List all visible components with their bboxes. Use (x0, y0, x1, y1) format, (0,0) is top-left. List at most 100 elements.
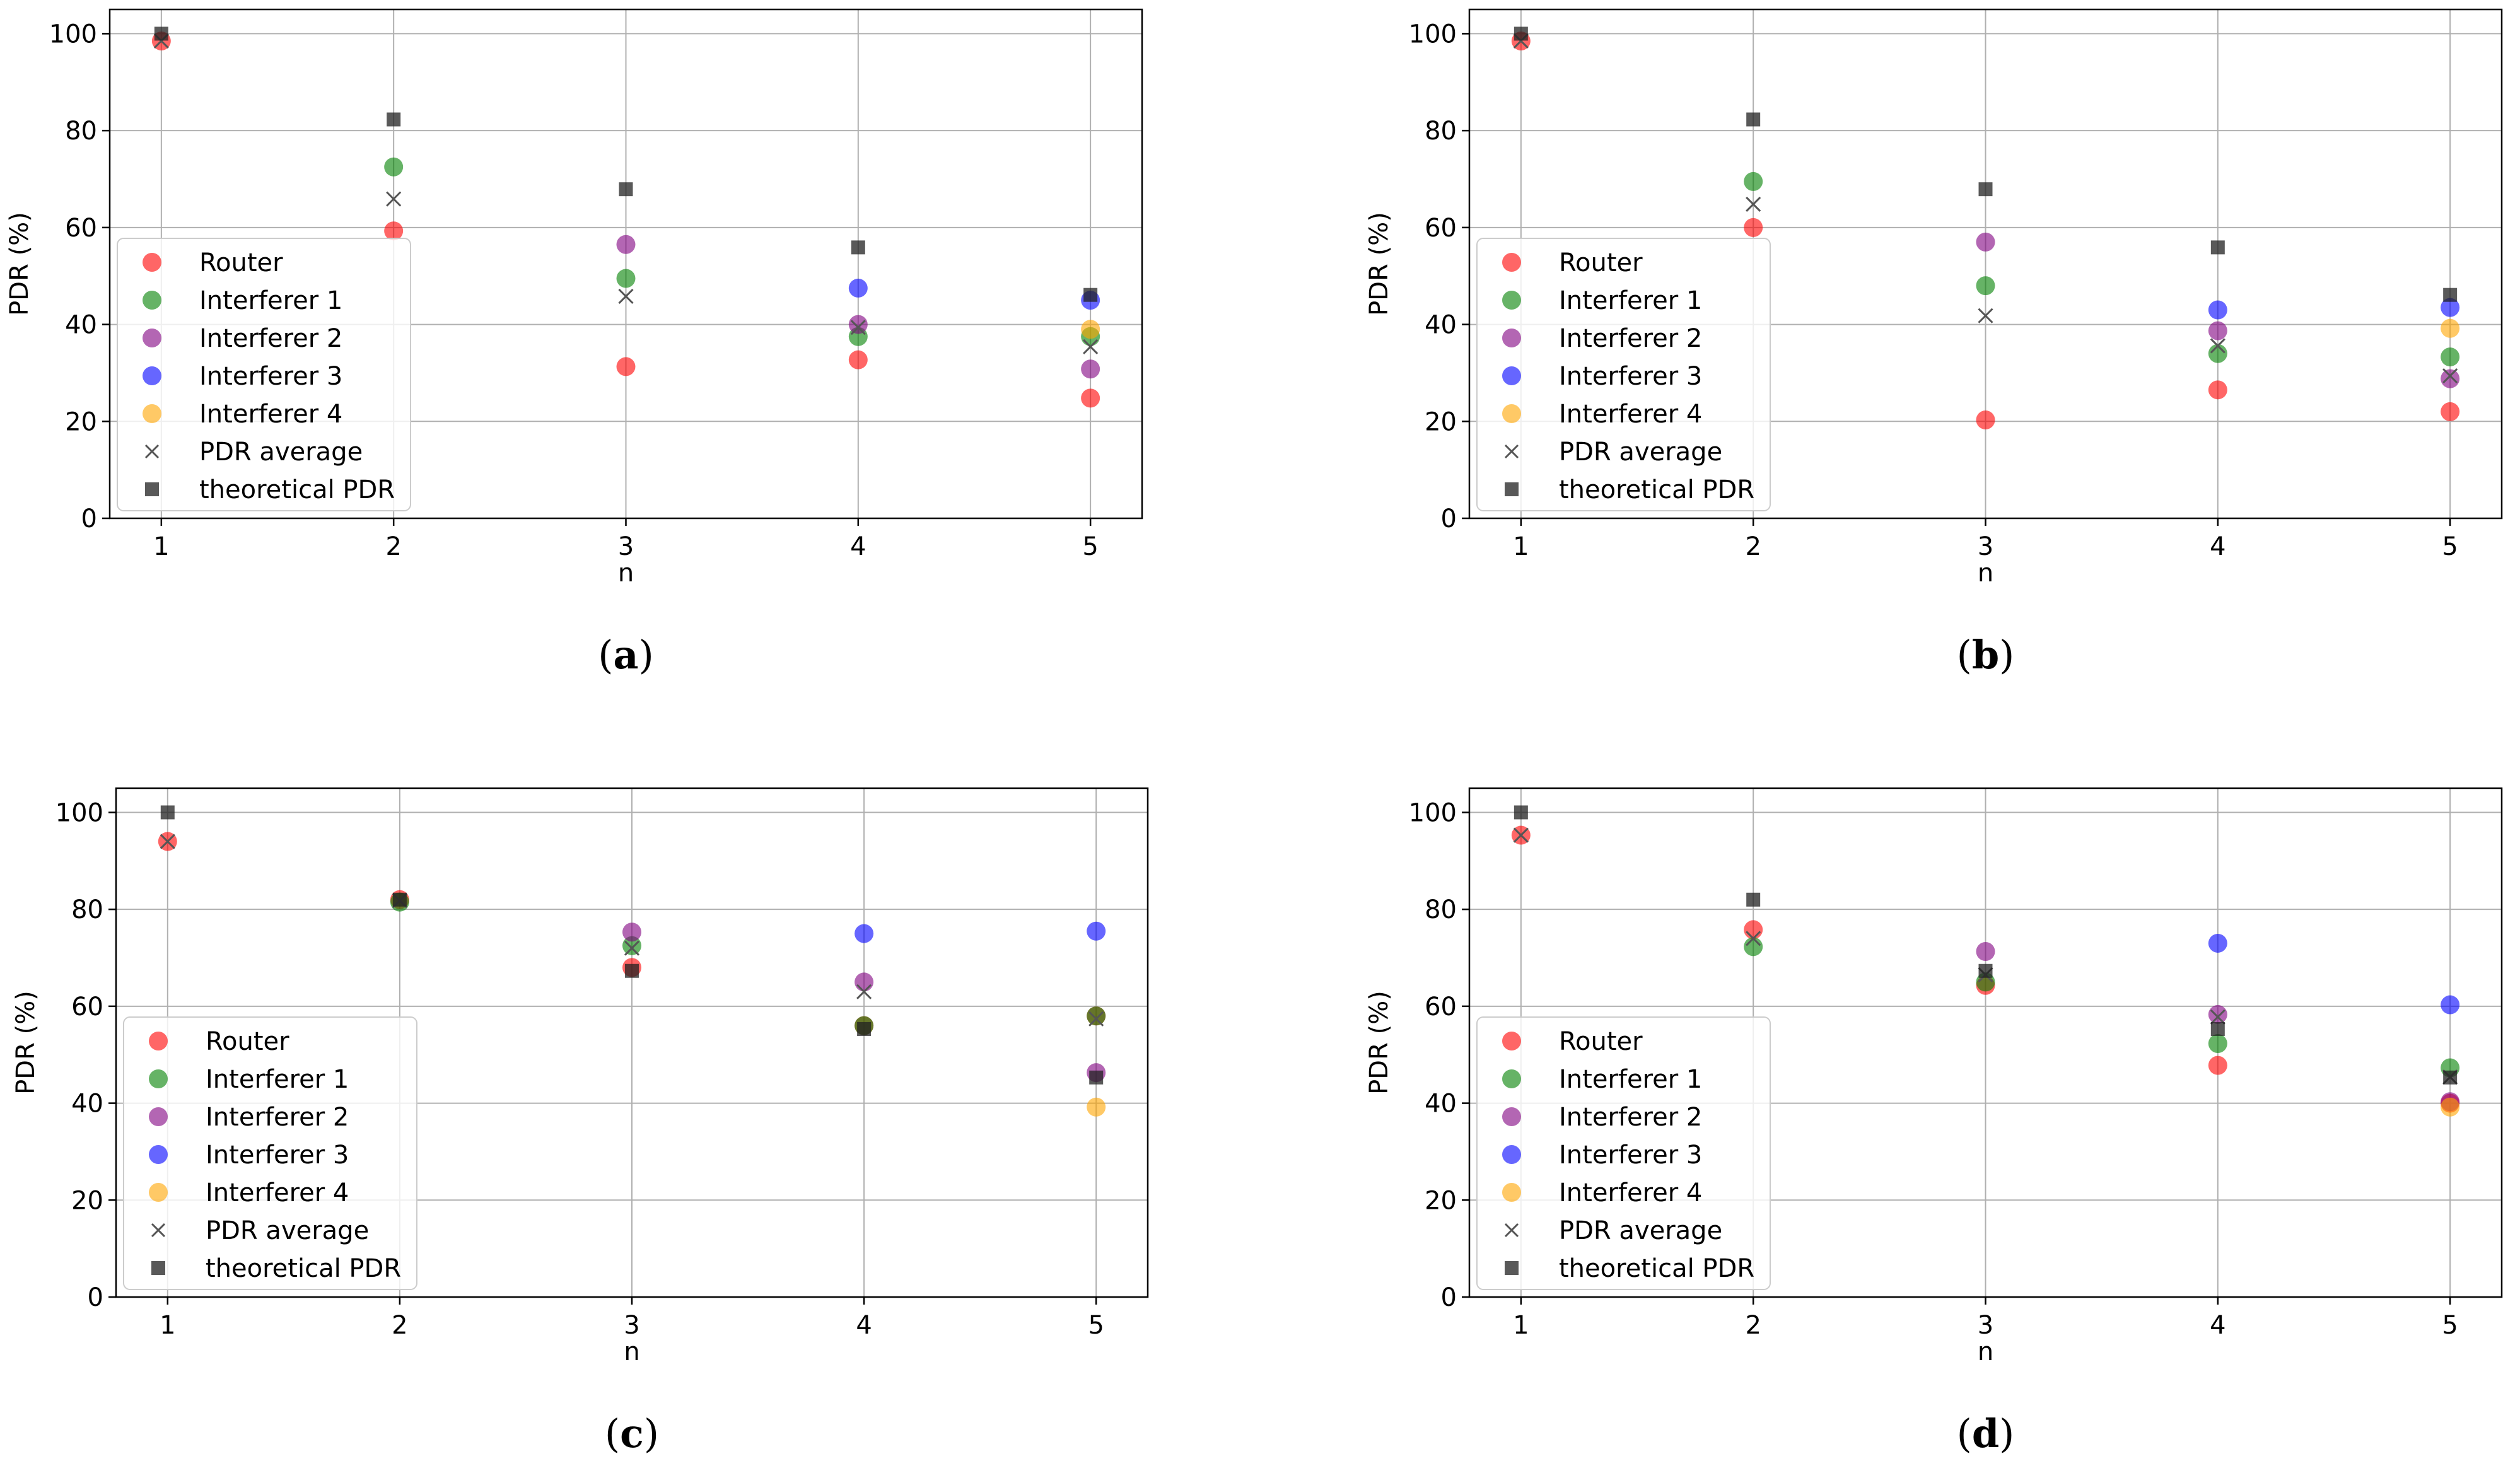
interferer-2-point (622, 922, 641, 942)
caption-paren-open: ( (1957, 1411, 1972, 1457)
chart-panel-a: 0 20 40 60 80 100 1 2 3 4 5 n PDR (%) Router Interfere… (5, 8, 1143, 678)
legend-label: PDR average (199, 438, 363, 467)
legend-marker-router (1502, 1032, 1521, 1050)
interferer-3-point (855, 924, 874, 943)
interferer-4-point (2441, 318, 2460, 338)
y-tick-label: 40 (65, 311, 97, 340)
y-tick-label: 60 (1425, 992, 1457, 1021)
router-point (1081, 388, 1100, 408)
legend-marker-theoretical-pdr (1505, 1261, 1519, 1275)
pdr-average-point-stroke (160, 834, 175, 849)
x-tick-label: 2 (1745, 1311, 1761, 1340)
legend-label: Interferer 1 (1559, 286, 1702, 315)
x-tick-label: 3 (624, 1311, 639, 1340)
x-tick-label: 5 (1088, 1311, 1104, 1340)
pdr-average-point-stroke (624, 940, 640, 956)
x-axis-label: n (618, 559, 634, 588)
caption-paren-open: ( (598, 632, 613, 678)
theoretical-pdr-point (1514, 26, 1528, 41)
theoretical-pdr-point (2443, 1070, 2458, 1085)
plot-frame (1468, 787, 2503, 1298)
legend-marker-interferer-2 (1502, 1107, 1521, 1126)
interferer-1-point (1744, 937, 1763, 957)
caption-paren-close: ) (1999, 632, 2014, 678)
pdr-average-point-stroke (1746, 196, 1761, 212)
router-point (1744, 218, 1763, 237)
x-tick-label: 4 (2210, 1311, 2225, 1340)
legend-marker-interferer-2 (149, 1107, 168, 1126)
y-tick-label: 60 (71, 992, 103, 1021)
x-tick-label: 4 (850, 532, 866, 561)
theoretical-pdr-point (619, 182, 633, 197)
interferer-3-point (2208, 933, 2227, 953)
legend-label: theoretical PDR (1559, 1254, 1754, 1283)
chart-panel-c: 0 20 40 60 80 100 1 2 3 4 5 n PDR (%) Router Interfere… (11, 787, 1149, 1457)
panel-caption: (d) (1957, 1411, 2015, 1457)
y-tick-label: 0 (88, 1283, 103, 1312)
interferer-2-point (1976, 232, 1995, 252)
y-tick-label: 100 (55, 798, 103, 827)
legend-box (1476, 1016, 1771, 1290)
legend-label: Interferer 3 (1559, 362, 1702, 391)
router-point (848, 350, 868, 370)
legend-label: theoretical PDR (206, 1254, 401, 1283)
x-tick-label: 1 (1513, 1311, 1529, 1340)
interferer-3-point (2441, 995, 2460, 1015)
legend-marker-stroke (151, 1223, 166, 1238)
y-tick-label: 80 (65, 117, 97, 146)
theoretical-pdr-point (1514, 805, 1528, 820)
pdr-average-point (386, 191, 402, 207)
legend-marker-stroke (144, 444, 160, 459)
pdr-average-point (2210, 1009, 2225, 1025)
pdr-average-point (1083, 339, 1099, 354)
pdr-average-point-stroke (856, 984, 872, 999)
caption-letter: c (620, 1411, 644, 1457)
pdr-average-point-stroke (618, 288, 634, 305)
pdr-average-point (1746, 196, 1761, 212)
y-tick-label: 20 (1425, 407, 1457, 436)
interferer-4-point (1087, 1097, 1106, 1117)
legend-marker-interferer-3 (143, 366, 161, 385)
theoretical-pdr-point (2210, 1021, 2225, 1036)
legend-label: Interferer 2 (1559, 1103, 1702, 1132)
theoretical-pdr-point (1746, 112, 1761, 127)
legend-label: Router (206, 1027, 289, 1056)
pdr-average-point-stroke (850, 320, 866, 335)
legend-marker-theoretical-pdr (1505, 482, 1519, 496)
y-tick-label: 40 (1425, 1090, 1457, 1119)
legend-label: Router (1559, 248, 1643, 277)
y-tick-label: 80 (71, 895, 103, 924)
x-axis-label: n (1978, 559, 1993, 588)
pdr-average-point (2442, 368, 2458, 384)
interferer-1-point (2208, 344, 2227, 363)
legend-label: Router (199, 248, 283, 277)
legend-label: Router (1559, 1027, 1643, 1056)
legend: Router Interferer 1 Interferer 2 Interferer… (117, 238, 411, 511)
legend-marker-interferer-3 (1502, 1145, 1521, 1164)
legend-marker-interferer-4 (1502, 1183, 1521, 1202)
plot-frame (1468, 8, 2503, 520)
legend-marker-interferer-1 (1502, 1069, 1521, 1088)
x-tick-label: 4 (856, 1311, 872, 1340)
caption-paren-open: ( (1957, 632, 1972, 678)
y-tick-label: 60 (65, 214, 97, 243)
interferer-4-point (2441, 1097, 2460, 1117)
pdr-average-point (856, 984, 872, 999)
legend-box (123, 1016, 417, 1290)
y-axis-label: PDR (%) (11, 991, 40, 1095)
pdr-average-point-stroke (1088, 1011, 1104, 1027)
router-point (1976, 410, 1995, 429)
legend-marker-interferer-4 (149, 1183, 168, 1202)
theoretical-pdr-point (851, 240, 865, 255)
theoretical-pdr-point (1978, 182, 1993, 197)
theoretical-pdr-point (1089, 1070, 1104, 1085)
x-axis-label: n (1978, 1337, 1993, 1366)
interferer-2-point (1081, 359, 1100, 379)
interferer-1-point (622, 936, 641, 955)
y-axis-label: PDR (%) (5, 212, 34, 316)
x-tick-label: 1 (160, 1311, 175, 1340)
interferer-1-point (384, 157, 404, 177)
pdr-average-point (1978, 308, 1993, 323)
legend-marker-pdr-average (144, 444, 160, 459)
